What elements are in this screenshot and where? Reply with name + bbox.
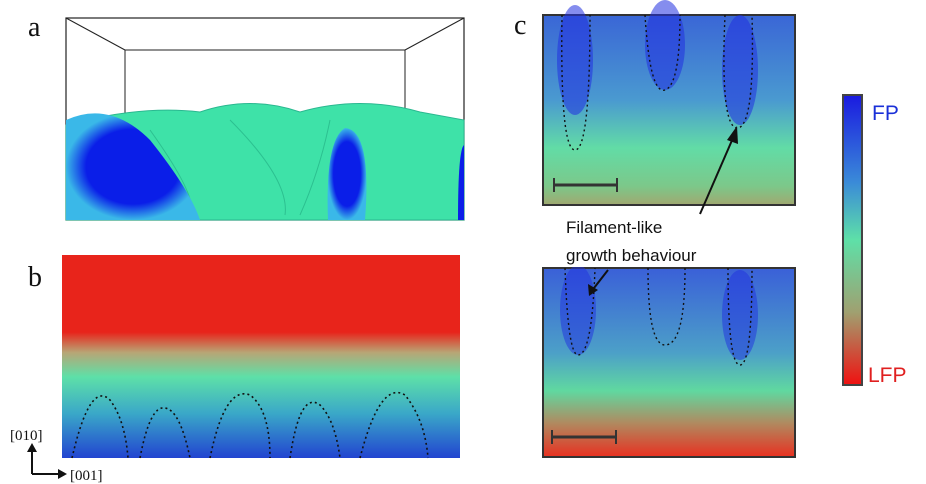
axes-indicator: [010] [001]	[10, 428, 103, 484]
panel-label: a	[28, 12, 41, 43]
colorbar-label: LFP	[868, 364, 907, 387]
panel-a	[65, 17, 465, 221]
annotation: growth behaviour	[566, 246, 697, 265]
axis-label: [001]	[70, 468, 103, 484]
axis-label: [010]	[10, 428, 43, 444]
colorbar-label: FP	[872, 102, 899, 125]
colorbar: FP LFP	[842, 94, 907, 387]
panel-b	[62, 255, 460, 459]
panel-c: Filament-like growth behaviour	[542, 0, 796, 458]
annotation: Filament-like	[566, 218, 662, 237]
panel-label: b	[28, 262, 42, 293]
panel-label: c	[514, 10, 526, 41]
